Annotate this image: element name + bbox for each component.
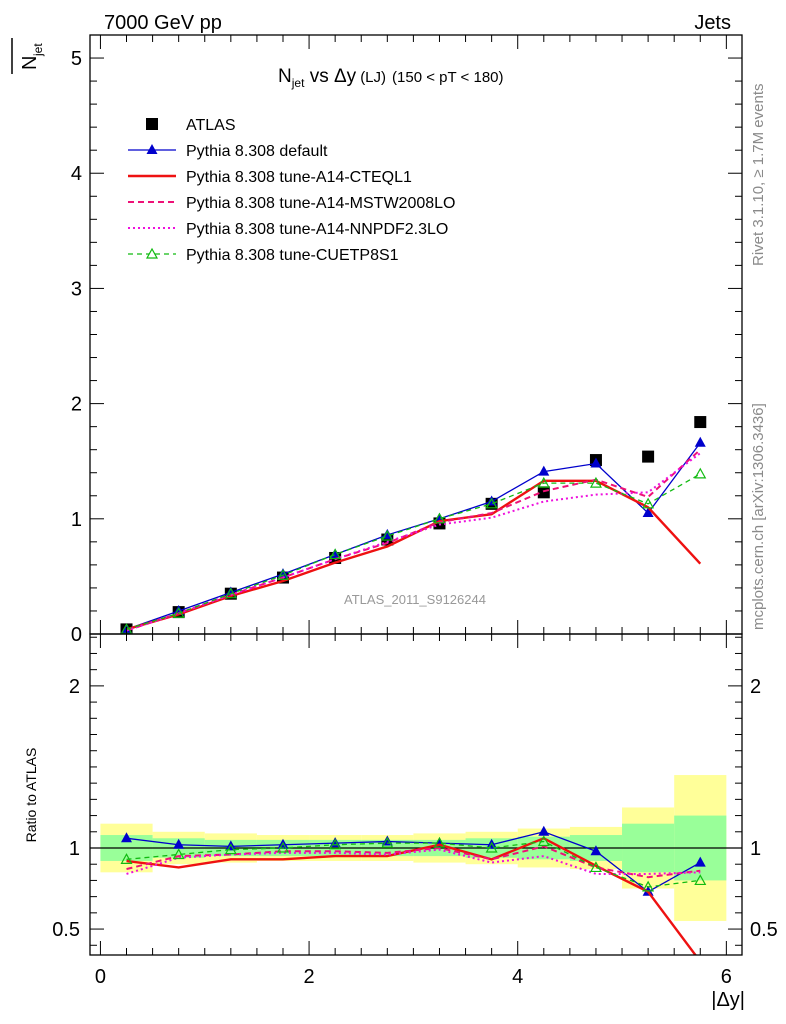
main-plot: 0 1 2 3 4 5 bbox=[71, 34, 743, 646]
cuetp-marker bbox=[642, 497, 655, 509]
y-axis-label: N jet bbox=[11, 38, 45, 74]
legend-default-marker bbox=[146, 144, 158, 154]
cuetp-ratio-marker bbox=[120, 853, 133, 864]
cuetp-marker bbox=[694, 467, 707, 479]
cuetp-line bbox=[126, 473, 701, 631]
atlas-point bbox=[537, 486, 550, 499]
ratio-y-tick-label-right: 0.5 bbox=[750, 919, 778, 941]
y-label-sub: jet bbox=[31, 43, 45, 57]
legend-label-default: Pythia 8.308 default bbox=[186, 143, 328, 160]
cuetp-ratio-marker bbox=[589, 861, 602, 873]
default-ratio-marker bbox=[590, 845, 602, 856]
cuetp-ratio-marker bbox=[276, 841, 290, 853]
mcplots-label: mcplots.cern.ch [arXiv:1306.3436] bbox=[750, 403, 767, 630]
default-marker bbox=[590, 457, 602, 468]
title-vs: vs bbox=[304, 66, 334, 87]
x-tick-label: 0 bbox=[95, 966, 106, 988]
cuetp-marker bbox=[433, 512, 446, 524]
cuetp-ratio-marker bbox=[537, 835, 550, 847]
x-tick-label: 6 bbox=[721, 966, 732, 988]
legend-label-nnpdf: Pythia 8.308 tune-A14-NNPDF2.3LO bbox=[186, 221, 448, 238]
cuetp-marker bbox=[224, 587, 237, 599]
cuetp-ratio-marker bbox=[433, 836, 446, 848]
ratio-series bbox=[90, 775, 742, 955]
title-range: (150 < pT < 180) bbox=[392, 69, 503, 86]
x-tick-label: 2 bbox=[304, 966, 315, 988]
cuetp-ratio-line bbox=[126, 840, 701, 888]
cuetp-ratio-marker bbox=[329, 838, 342, 850]
rivet-label: Rivet 3.1.10, ≥ 1.7M events bbox=[750, 84, 767, 267]
cuetp-marker bbox=[276, 569, 290, 580]
y-tick-label: 3 bbox=[71, 278, 82, 300]
cuetp-marker bbox=[485, 497, 498, 509]
ratio-y-tick-label: 0.5 bbox=[52, 919, 80, 941]
title-n: N bbox=[278, 66, 292, 87]
title-dy: Δy bbox=[334, 66, 357, 87]
cuetp-marker bbox=[537, 476, 550, 488]
cuetp-ratio-marker bbox=[224, 843, 237, 855]
default-marker bbox=[694, 436, 706, 447]
cuetp-ratio-marker bbox=[381, 836, 394, 848]
default-ratio-marker bbox=[694, 856, 706, 867]
atlas-point bbox=[694, 416, 707, 429]
legend-label-mstw: Pythia 8.308 tune-A14-MSTW2008LO bbox=[186, 195, 455, 212]
default-ratio-marker bbox=[538, 825, 550, 836]
atlas-point bbox=[642, 450, 655, 463]
default-ratio-marker bbox=[121, 832, 133, 843]
cuetp-marker bbox=[172, 607, 185, 618]
cuetp-ratio-marker bbox=[694, 874, 707, 886]
cuetp-marker bbox=[329, 548, 342, 560]
default-marker bbox=[642, 507, 654, 518]
default-marker bbox=[538, 465, 550, 476]
cteql1-ratio-line bbox=[126, 836, 697, 955]
legend-atlas-marker bbox=[146, 118, 158, 130]
y-tick-label: 0 bbox=[71, 624, 82, 646]
analysis-id: ATLAS_2011_S9126244 bbox=[344, 592, 486, 607]
cteql1-line bbox=[126, 479, 702, 631]
legend-label-cuetp: Pythia 8.308 tune-CUETP8S1 bbox=[186, 247, 399, 264]
default-line bbox=[126, 442, 701, 631]
ratio-plot: 0.5 0.5 1 1 2 2 0 2 4 6 bbox=[52, 633, 778, 988]
title-n-sub: jet bbox=[291, 76, 305, 90]
nnpdf-ratio-line bbox=[126, 848, 701, 875]
title-lj: (LJ) bbox=[360, 69, 386, 86]
cuetp-marker bbox=[381, 529, 394, 541]
x-tick-label: 4 bbox=[512, 966, 523, 988]
process-label: Jets bbox=[694, 12, 731, 34]
ratio-y-tick-label-right: 2 bbox=[750, 676, 761, 698]
y-label-n: N bbox=[19, 56, 41, 70]
nnpdf-line bbox=[126, 452, 701, 632]
main-series bbox=[120, 416, 707, 634]
legend-cuetp-marker bbox=[145, 247, 159, 259]
ratio-frame bbox=[89, 633, 743, 956]
default-ratio-marker bbox=[173, 838, 185, 849]
cuetp-ratio-marker bbox=[642, 880, 655, 892]
y-tick-label: 4 bbox=[71, 163, 82, 185]
ratio-y-tick-label: 1 bbox=[69, 838, 80, 860]
ratio-y-tick-label-right: 1 bbox=[750, 838, 761, 860]
legend-label-cteql1: Pythia 8.308 tune-A14-CTEQL1 bbox=[186, 169, 412, 186]
ratio-y-label: Ratio to ATLAS bbox=[23, 748, 39, 843]
y-tick-label: 5 bbox=[71, 48, 82, 70]
cuetp-marker bbox=[589, 476, 602, 488]
ratio-y-tick-label: 2 bbox=[69, 676, 80, 698]
cuetp-ratio-marker bbox=[172, 848, 185, 860]
legend: ATLAS Pythia 8.308 default Pythia 8.308 tu… bbox=[128, 117, 455, 264]
cuetp-ratio-marker bbox=[485, 841, 498, 853]
x-axis-label: |Δy| bbox=[711, 989, 745, 1011]
plot-title: Njet vs Δy (LJ) (150 < pT < 180) bbox=[278, 66, 504, 90]
default-ratio-line bbox=[126, 831, 701, 893]
collision-label: 7000 GeV pp bbox=[104, 12, 222, 34]
legend-label-atlas: ATLAS bbox=[186, 117, 236, 134]
y-tick-label: 1 bbox=[71, 509, 82, 531]
y-tick-label: 2 bbox=[71, 394, 82, 416]
